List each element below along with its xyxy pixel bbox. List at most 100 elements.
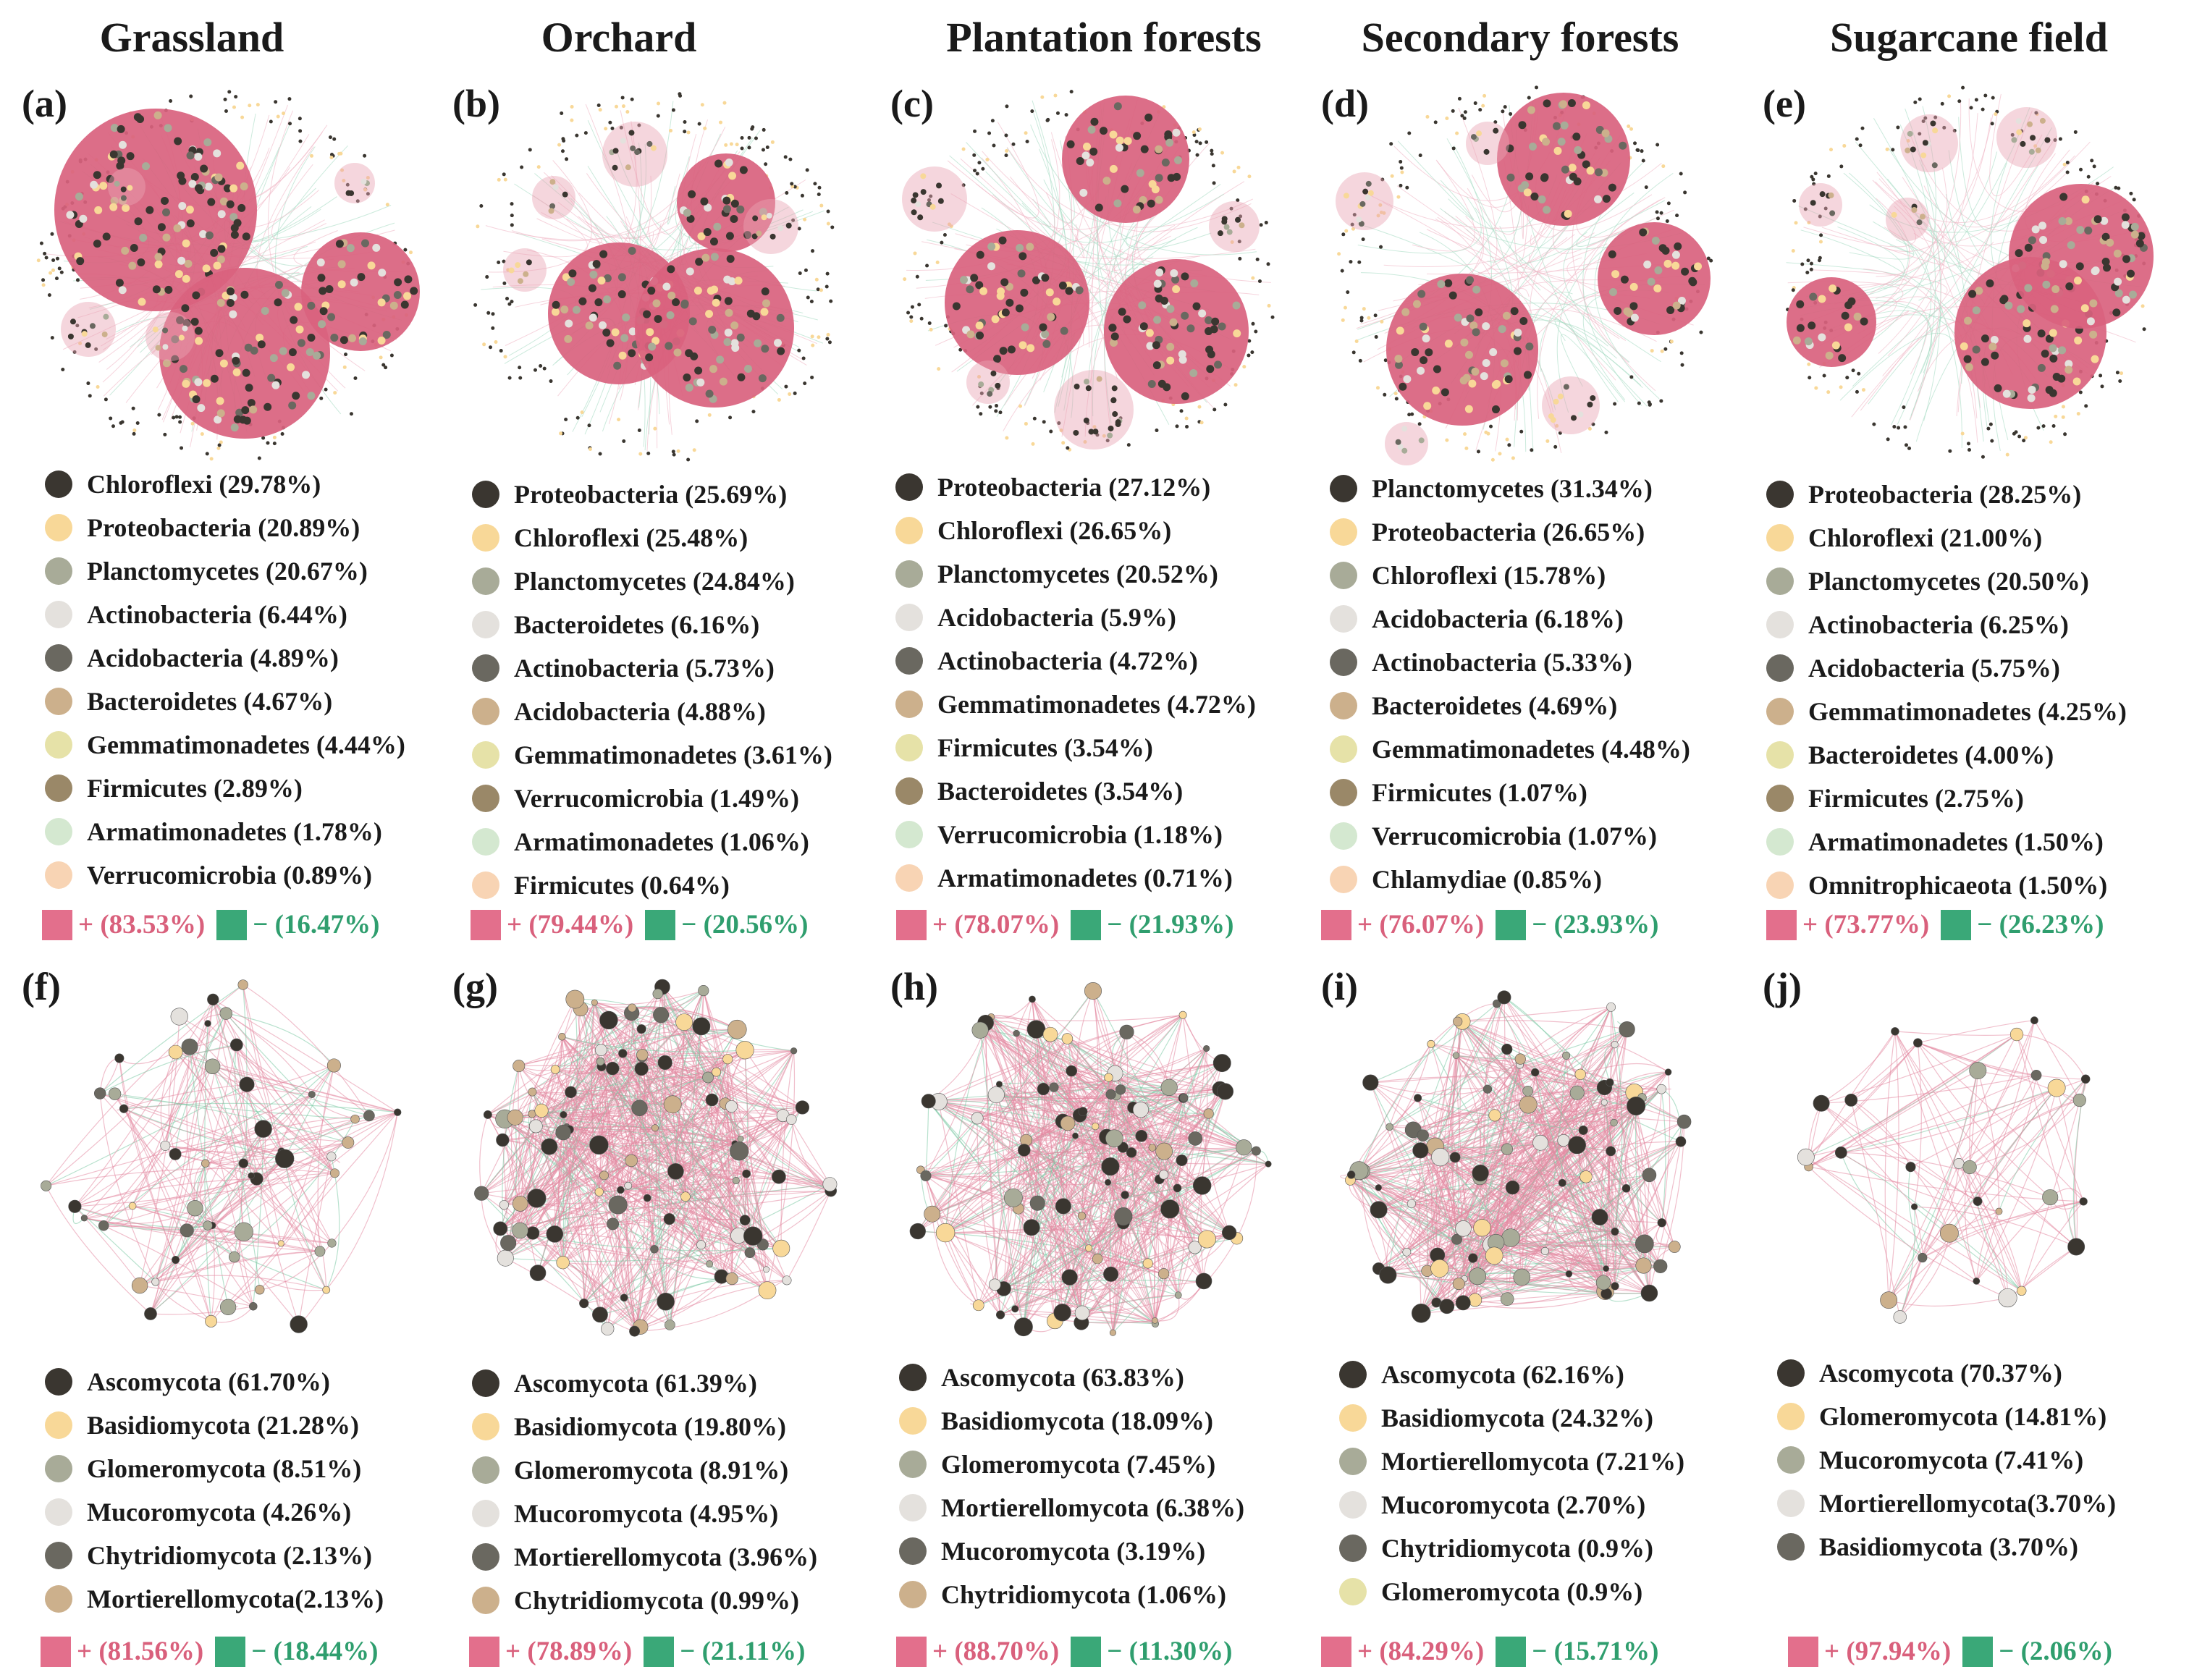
network-node (692, 1017, 711, 1036)
module-node (646, 140, 653, 147)
peripheral-node (1886, 437, 1890, 442)
module-node (2128, 290, 2137, 299)
module-node (1688, 277, 1697, 285)
network-node (541, 1138, 558, 1155)
peripheral-node (274, 100, 278, 104)
module-node (746, 309, 755, 318)
peripheral-node (2062, 162, 2067, 166)
module-node (975, 281, 984, 290)
peripheral-node (804, 268, 808, 272)
peripheral-node (2023, 436, 2028, 440)
legend-label: Verrucomicrobia (1.49%) (514, 784, 799, 813)
peripheral-node (562, 138, 566, 143)
peripheral-node (1851, 368, 1855, 373)
module-node (213, 261, 222, 270)
peripheral-node (1967, 442, 1971, 446)
module-node (1960, 342, 1968, 350)
network-node (742, 1169, 751, 1178)
peripheral-node (1379, 210, 1383, 214)
module-cluster (301, 232, 420, 351)
module-node (2028, 148, 2035, 155)
peripheral-node (1367, 316, 1371, 320)
legend-item: Glomeromycota (7.45%) (899, 1449, 1215, 1480)
legend-swatch (472, 1369, 499, 1397)
module-node (2041, 262, 2049, 271)
module-node (1112, 411, 1118, 418)
module-node (162, 208, 171, 216)
module-node (654, 315, 662, 324)
module-node (693, 286, 702, 295)
module-cluster (1886, 198, 1929, 241)
peripheral-node (1648, 402, 1652, 407)
network-node (550, 1065, 560, 1074)
peripheral-node (793, 391, 797, 395)
module-node (154, 253, 163, 261)
network-node (68, 1199, 82, 1213)
module-node (1140, 145, 1149, 153)
network-node (558, 1032, 566, 1041)
module-node (622, 313, 630, 322)
peripheral-node (797, 348, 801, 353)
peripheral-node (825, 271, 830, 276)
module-node (683, 373, 691, 381)
module-node (1611, 270, 1620, 279)
peripheral-node (2142, 327, 2146, 332)
module-cluster (1466, 122, 1509, 165)
peripheral-node (1350, 222, 1354, 227)
module-node (294, 303, 303, 311)
module-node (1343, 193, 1349, 199)
legend-swatch (45, 1498, 72, 1526)
module-node (620, 334, 629, 342)
network-node (237, 979, 248, 990)
positive-percentage: + (97.94%) (1824, 1637, 1952, 1666)
peripheral-node (1375, 386, 1380, 390)
module-node (648, 342, 657, 351)
legend-item: Glomeromycota (8.51%) (45, 1453, 361, 1484)
module-node (241, 406, 250, 415)
network-node (329, 1168, 339, 1178)
peripheral-node (2049, 440, 2053, 444)
module-node (1401, 426, 1408, 432)
peripheral-node (479, 203, 484, 208)
module-node (242, 416, 251, 425)
module-node (226, 287, 235, 296)
peripheral-node (610, 126, 615, 130)
module-node (652, 299, 661, 308)
module-node (2057, 374, 2066, 383)
module-node (936, 182, 942, 189)
module-node (1475, 308, 1483, 316)
positive-swatch (896, 909, 927, 940)
peripheral-node (1337, 252, 1341, 256)
network-node (921, 1094, 936, 1109)
module-node (1016, 244, 1024, 253)
module-node (618, 351, 627, 360)
module-node (1065, 287, 1074, 295)
module-node (1221, 216, 1228, 222)
legend-swatch (472, 1587, 499, 1614)
module-node (1629, 302, 1638, 311)
module-node (1417, 290, 1426, 298)
panel-label-j: (j) (1763, 965, 1802, 1008)
module-node (1986, 279, 1994, 287)
negative-swatch (1071, 909, 1102, 940)
module-node (1891, 211, 1897, 218)
peripheral-node (1236, 198, 1240, 203)
module-node (991, 315, 1000, 324)
network-node (1891, 1027, 1899, 1036)
module-node (1608, 183, 1616, 192)
network-node (1115, 1084, 1126, 1095)
peripheral-node (332, 137, 337, 141)
module-node (776, 313, 785, 322)
module-node (2130, 222, 2139, 231)
module-node (393, 291, 402, 300)
peripheral-node (1969, 106, 1973, 110)
peripheral-node (200, 432, 204, 436)
network-node (201, 1159, 210, 1168)
module-node (410, 287, 418, 295)
module-node (588, 284, 596, 292)
peripheral-node (2005, 452, 2009, 457)
network-node (629, 1325, 641, 1337)
peripheral-node (915, 274, 919, 279)
module-node (970, 274, 979, 282)
network-node (168, 1044, 183, 1060)
